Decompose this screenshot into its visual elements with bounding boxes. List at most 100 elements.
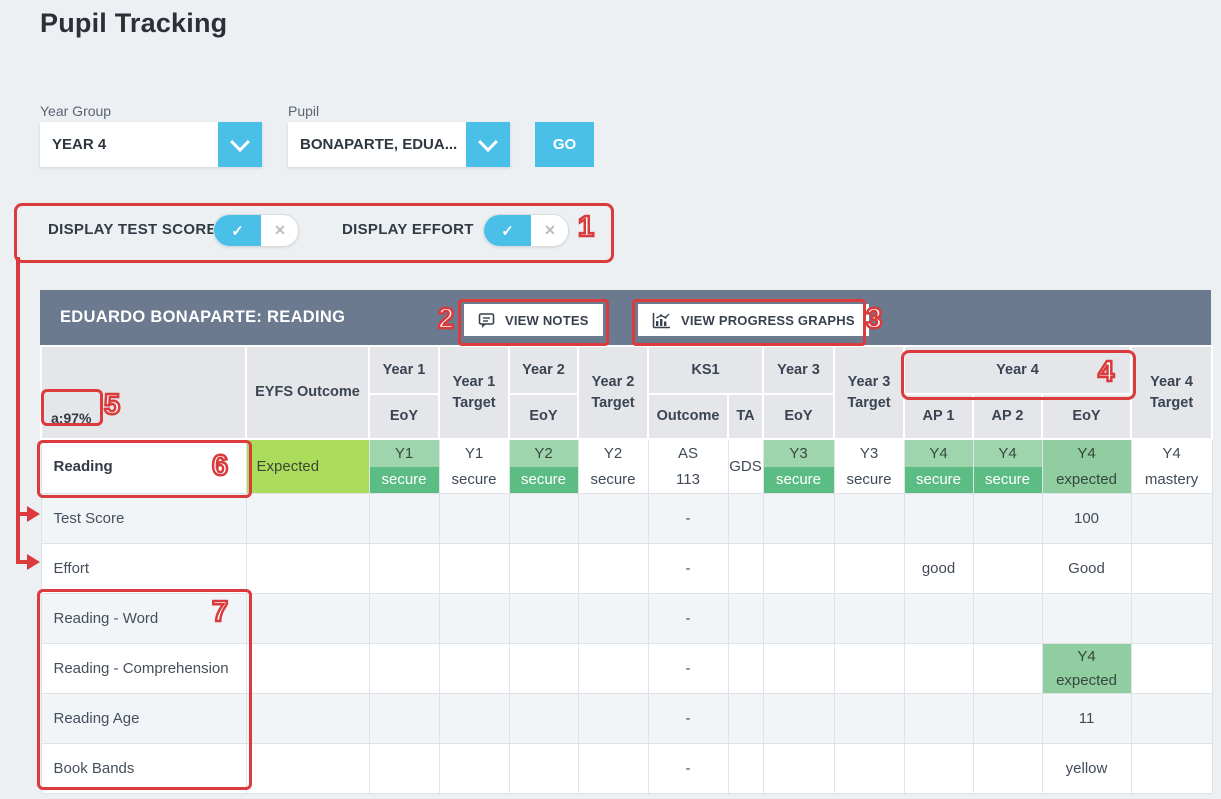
grade-top: Y1 <box>464 444 484 462</box>
notes-icon <box>478 312 495 328</box>
cell-y4-eoy: Y4 expected <box>1041 643 1132 694</box>
display-test-score-label: DISPLAY TEST SCORE <box>48 221 217 238</box>
col-header-year1: Year 1 <box>368 345 440 395</box>
toggle-cross-icon: ✕ <box>544 222 556 238</box>
toggle-check-icon: ✓ <box>484 215 531 246</box>
panel-title: EDUARDO BONAPARTE: READING <box>60 308 346 326</box>
annotation-arrow-test-score <box>27 506 40 522</box>
display-test-score-toggle[interactable]: ✓ ✕ <box>213 214 299 247</box>
annotation-connector-line <box>16 560 28 564</box>
col-header-ks1-outcome: Outcome <box>647 393 729 440</box>
panel-header-bar: EDUARDO BONAPARTE: READING <box>40 290 1211 345</box>
col-header-year2-target: Year 2 Target <box>577 345 649 440</box>
grade-top: Y4 <box>973 440 1042 467</box>
grade-top: Y4 <box>1077 444 1096 462</box>
display-effort-label: DISPLAY EFFORT <box>342 221 474 238</box>
cell-ks1-ta: GDS <box>727 438 764 494</box>
cell-y4-eoy: Y4 expected <box>1041 438 1132 494</box>
row-label-reading-word[interactable]: Reading - Word <box>40 593 247 644</box>
year-group-select[interactable]: YEAR 4 <box>40 122 262 167</box>
col-header-eyfs: EYFS Outcome <box>245 345 370 440</box>
cell-y4-ap1: good <box>903 543 974 594</box>
toggle-cross-icon: ✕ <box>274 222 286 238</box>
col-header-year3: Year 3 <box>762 345 835 395</box>
col-header-year4-target: Year 4 Target <box>1130 345 1214 440</box>
grade-bottom: secure <box>509 466 578 493</box>
go-button[interactable]: GO <box>535 122 594 167</box>
col-header-year3-target: Year 3 Target <box>833 345 905 440</box>
col-header-year1-target: Year 1 Target <box>438 345 510 440</box>
pupil-dropdown-button[interactable] <box>466 122 510 167</box>
annotation-connector-line <box>16 257 20 564</box>
row-label-test-score[interactable]: Test Score <box>40 493 247 544</box>
col-header-year4: Year 4 <box>902 345 1133 395</box>
cell-eyfs-outcome: Expected <box>245 438 370 494</box>
col-header-year4-ap1: AP 1 <box>903 393 974 440</box>
grade-top: Y2 <box>509 440 578 467</box>
view-progress-graphs-label: VIEW PROGRESS GRAPHS <box>681 312 855 328</box>
row-label-reading-age[interactable]: Reading Age <box>40 693 247 744</box>
grade-top: Y4 <box>1077 647 1096 665</box>
grade-bottom: expected <box>1056 672 1117 690</box>
cell-y4-ap2: Y4 secure <box>972 438 1043 494</box>
row-label-effort[interactable]: Effort <box>40 543 247 594</box>
row-label-book-bands[interactable]: Book Bands <box>40 743 247 794</box>
cell-y4-eoy: 11 <box>1041 693 1132 744</box>
cell-ks1-outcome: - <box>647 693 729 744</box>
annotation-number-1: 1 <box>577 211 596 243</box>
table-row-reading-word: Reading - Word - <box>40 593 1213 644</box>
cell-ks1-outcome: - <box>647 493 729 544</box>
annotation-connector-line <box>16 512 28 516</box>
view-notes-button[interactable]: VIEW NOTES <box>464 304 603 336</box>
col-header-year1-eoy: EoY <box>368 393 440 440</box>
annotation-arrow-effort <box>27 554 40 570</box>
cell-ks1-outcome: - <box>647 743 729 794</box>
cell-y4-ap1: Y4 secure <box>903 438 974 494</box>
col-header-year2: Year 2 <box>508 345 579 395</box>
table-row-book-bands: Book Bands - yellow <box>40 743 1213 794</box>
grade-top: Y2 <box>603 444 623 462</box>
col-header-ks1: KS1 <box>647 345 764 395</box>
col-header-ks1-ta: TA <box>727 393 764 440</box>
cell-y4-eoy: Good <box>1041 543 1132 594</box>
table-row-reading-comprehension: Reading - Comprehension - Y4 expected <box>40 643 1213 694</box>
grade-top: Y1 <box>369 440 439 467</box>
toggle-check-icon: ✓ <box>214 215 261 246</box>
chevron-down-icon <box>478 131 498 152</box>
cell-y3-eoy: Y3 secure <box>762 438 835 494</box>
grade-bottom: secure <box>451 471 497 489</box>
progress-graph-icon <box>652 312 670 328</box>
year-group-value: YEAR 4 <box>52 136 107 153</box>
pupil-select[interactable]: BONAPARTE, EDUA... <box>288 122 510 167</box>
col-header-year2-eoy: EoY <box>508 393 579 440</box>
cell-y2-eoy: Y2 secure <box>508 438 579 494</box>
grade-top: Y4 <box>1162 444 1181 462</box>
grade-bottom: mastery <box>1144 471 1199 489</box>
grade-top: AS <box>677 444 698 462</box>
grade-top: Y3 <box>859 444 879 462</box>
grade-bottom: expected <box>1056 471 1117 489</box>
grade-bottom: secure <box>590 471 636 489</box>
view-progress-graphs-button[interactable]: VIEW PROGRESS GRAPHS <box>638 304 869 336</box>
table-row-reading-age: Reading Age - 11 <box>40 693 1213 744</box>
chevron-down-icon <box>230 131 250 152</box>
year-group-label: Year Group <box>40 103 112 119</box>
table-row-reading: Reading Expected Y1 secure Y1 secure Y2 sec… <box>40 438 1213 494</box>
cell-ks1-outcome: AS 113 <box>647 438 729 494</box>
cell-y1-eoy: Y1 secure <box>368 438 440 494</box>
display-effort-toggle[interactable]: ✓ ✕ <box>483 214 569 247</box>
attendance-stat: a:97% <box>51 410 92 427</box>
grade-bottom: 113 <box>676 471 700 489</box>
row-label-reading-comprehension[interactable]: Reading - Comprehension <box>40 643 247 694</box>
cell-y4-eoy: yellow <box>1041 743 1132 794</box>
year-group-dropdown-button[interactable] <box>218 122 262 167</box>
grade-bottom: secure <box>846 471 892 489</box>
grade-bottom: secure <box>369 466 439 493</box>
row-label-reading[interactable]: Reading <box>40 438 247 494</box>
table-row-test-score: Test Score - 100 <box>40 493 1213 544</box>
grade-bottom: secure <box>904 466 973 493</box>
grade-bottom: secure <box>973 466 1042 493</box>
pupil-label: Pupil <box>288 103 320 119</box>
grade-top: Y3 <box>763 440 834 467</box>
